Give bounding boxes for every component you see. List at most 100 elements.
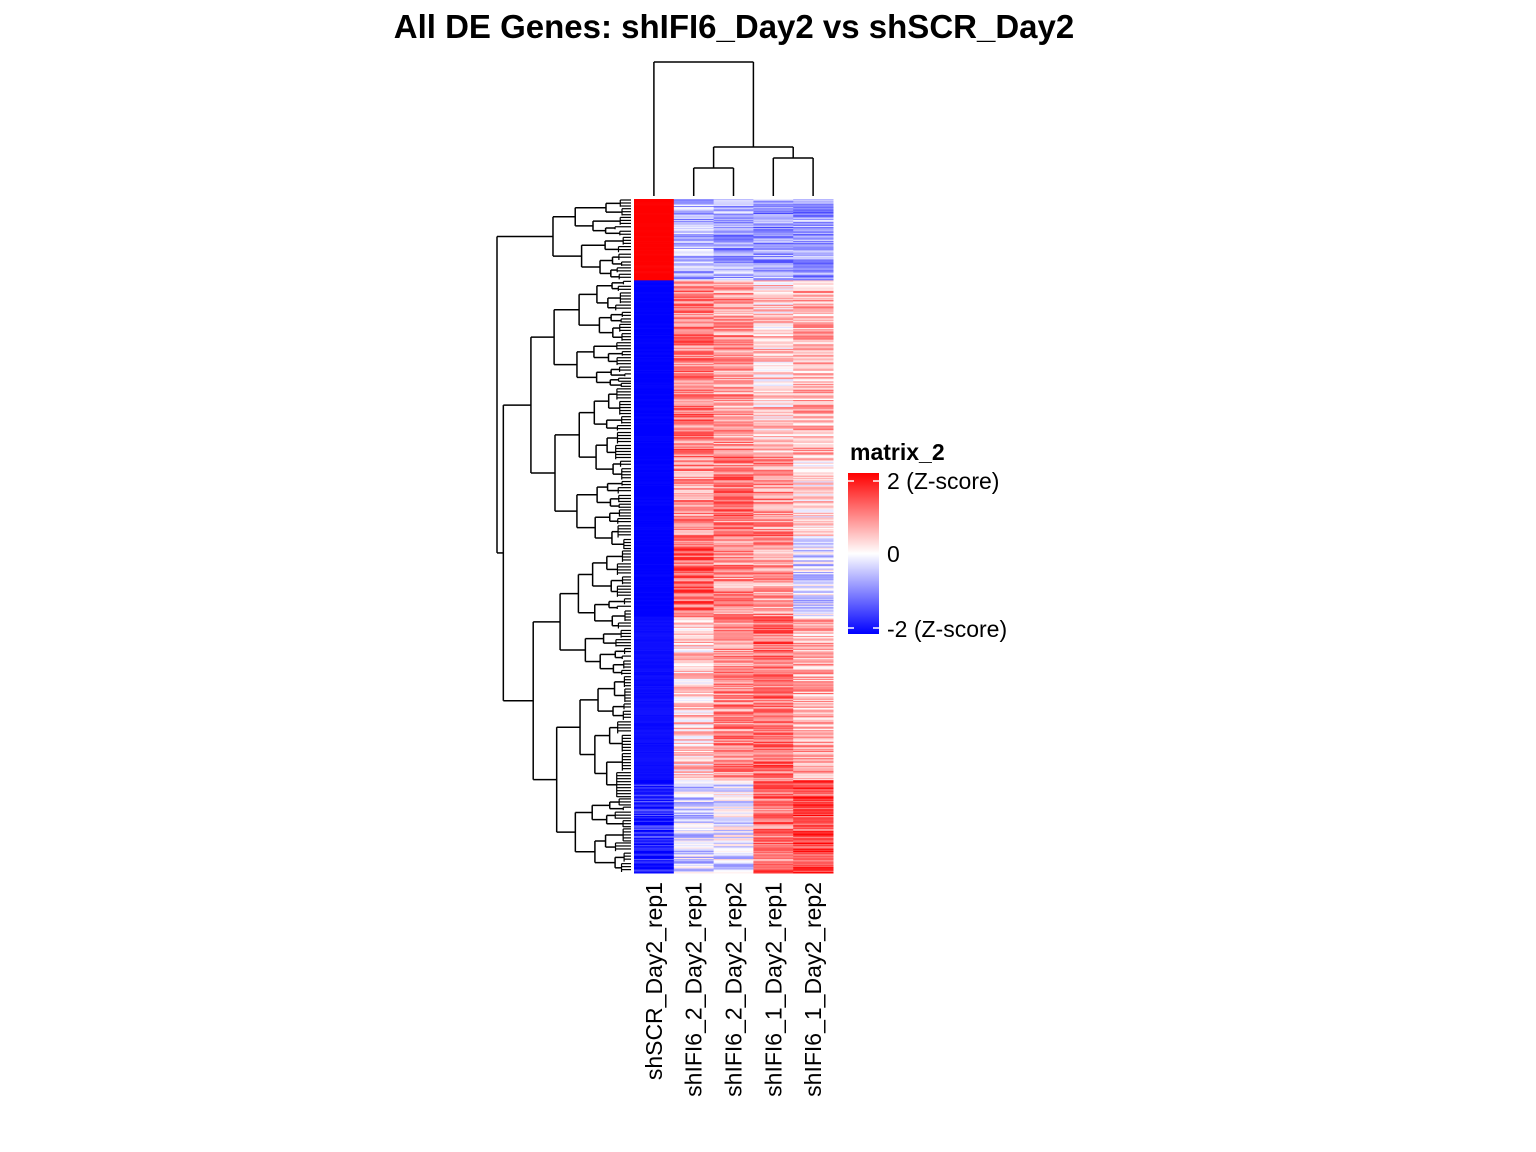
heat-cell [634, 199, 675, 201]
heat-cell [753, 487, 794, 489]
heat-cell [713, 730, 754, 732]
heat-cell [673, 819, 715, 822]
heat-cell [753, 407, 794, 409]
heat-cell [753, 239, 794, 242]
heat-cell [673, 641, 715, 644]
heat-cell [793, 591, 834, 594]
heat-cell [753, 570, 794, 573]
heat-cell [793, 546, 834, 549]
heat-cell [753, 675, 794, 678]
heat-cell [713, 713, 754, 716]
heat-cell [793, 685, 834, 688]
heat-cell [753, 788, 794, 790]
heat-cell [634, 282, 675, 285]
heat-cell [713, 608, 754, 610]
heat-cell [634, 230, 675, 233]
heat-cell [713, 310, 754, 313]
heat-cell [753, 604, 794, 607]
heat-cell [634, 264, 675, 266]
heat-cell [753, 653, 794, 656]
heat-cell [673, 585, 715, 588]
heat-cell [673, 684, 715, 687]
heat-cell [673, 866, 715, 868]
heat-cell [753, 499, 794, 502]
heat-cell [634, 516, 675, 518]
heat-cell [793, 513, 834, 516]
heat-cell [673, 200, 715, 202]
heat-cell [793, 652, 834, 654]
heat-cell [753, 510, 794, 513]
heat-cell [634, 217, 675, 220]
heat-cell [753, 412, 794, 415]
heat-cell [673, 766, 715, 768]
heat-cell [793, 352, 834, 355]
heat-cell [753, 538, 794, 540]
heat-cell [713, 720, 754, 723]
heat-cell [753, 631, 794, 633]
heat-cell [673, 664, 715, 667]
heat-cell [673, 244, 715, 246]
heat-cell [793, 561, 834, 564]
heat-cell [753, 542, 794, 545]
heat-cell [673, 493, 715, 495]
heat-cell [634, 821, 675, 824]
heat-cell [713, 675, 754, 678]
heat-cell [673, 813, 715, 816]
heat-cell [634, 424, 675, 427]
heat-cell [793, 386, 834, 388]
heat-cell [634, 702, 675, 704]
heat-cell [673, 658, 715, 660]
heat-cell [634, 405, 675, 408]
heat-cell [753, 518, 794, 521]
heat-cell [673, 752, 715, 754]
heat-cell [634, 410, 675, 413]
heat-cell [634, 777, 675, 780]
heat-cell [713, 797, 754, 800]
heat-cell [673, 458, 715, 460]
heat-cell [713, 475, 754, 478]
heat-cell [673, 698, 715, 701]
heat-cell [634, 587, 675, 589]
heat-cell [634, 506, 675, 509]
heat-cell [793, 287, 834, 289]
heat-cell [673, 784, 715, 787]
heat-cell [713, 497, 754, 500]
heat-cell [753, 476, 794, 479]
heat-cell [634, 820, 675, 823]
heat-cell [753, 688, 794, 690]
heat-cell [634, 353, 675, 356]
heat-cell [673, 740, 715, 743]
heat-cell [713, 787, 754, 789]
heat-cell [713, 344, 754, 346]
heat-cell [673, 332, 715, 335]
heat-cell [753, 720, 794, 723]
heat-cell [713, 798, 754, 801]
heat-cell [753, 529, 794, 531]
heat-cell [634, 774, 675, 776]
heat-cell [634, 529, 675, 531]
heat-cell [753, 268, 794, 271]
heat-cell [673, 268, 715, 271]
heat-cell [713, 257, 754, 259]
heat-cell [713, 396, 754, 399]
heat-cell [673, 611, 715, 614]
heat-cell [713, 416, 754, 418]
heat-cell [713, 382, 754, 385]
heat-cell [713, 802, 754, 804]
row-block-3 [634, 454, 834, 537]
heat-cell [793, 649, 834, 652]
heat-cell [634, 235, 675, 237]
heat-cell [673, 817, 715, 819]
heat-cell [673, 559, 715, 561]
heat-cell [673, 203, 715, 206]
heat-cell [673, 373, 715, 375]
heat-cell [673, 540, 715, 543]
heat-cell [753, 626, 794, 629]
heat-cell [673, 444, 715, 446]
heat-cell [634, 793, 675, 796]
heat-cell [753, 601, 794, 603]
heat-cell [634, 806, 675, 809]
heat-cell [713, 243, 754, 245]
heat-cell [793, 479, 834, 481]
heat-cell [753, 524, 794, 527]
